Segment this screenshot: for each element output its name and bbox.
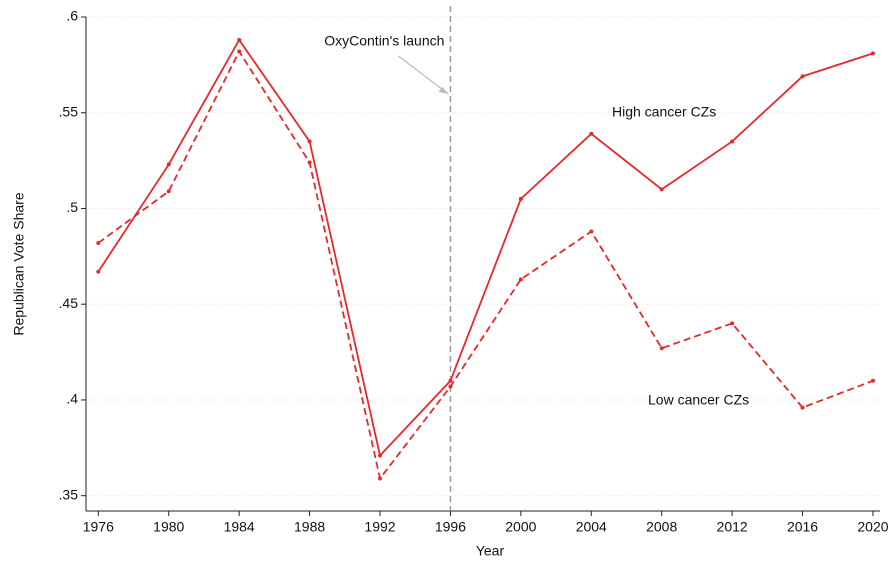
x-tick-label: 1988	[294, 519, 325, 535]
x-tick-label: 1996	[435, 519, 466, 535]
y-tick-label: .35	[59, 486, 79, 502]
x-tick-label: 2020	[857, 519, 888, 535]
point	[96, 269, 101, 274]
point	[166, 162, 171, 167]
y-tick-label: .45	[59, 295, 79, 311]
point	[589, 229, 594, 234]
x-tick-label: 2016	[787, 519, 818, 535]
y-tick-label: .4	[66, 391, 78, 407]
point	[518, 277, 523, 282]
point	[378, 453, 383, 458]
series-line	[97, 38, 874, 458]
series-label: High cancer CZs	[612, 104, 716, 120]
point	[237, 37, 242, 42]
y-tick-label: .5	[66, 199, 78, 215]
x-tick-label: 1980	[153, 519, 184, 535]
y-tick-label: .55	[59, 103, 79, 119]
point	[166, 189, 171, 194]
point	[730, 321, 735, 326]
annotation-arrowhead	[438, 87, 449, 94]
x-tick-label: 2008	[646, 519, 677, 535]
point	[307, 160, 312, 165]
point	[589, 131, 594, 136]
point	[870, 51, 875, 56]
x-axis-title: Year	[476, 543, 505, 559]
point	[800, 74, 805, 79]
point	[96, 240, 101, 245]
point	[237, 49, 242, 54]
point	[307, 139, 312, 144]
point	[870, 378, 875, 383]
point	[659, 346, 664, 351]
x-tick-label: 1984	[224, 519, 255, 535]
series-line	[97, 49, 874, 481]
x-tick-label: 2004	[576, 519, 607, 535]
annotation-arrow	[398, 55, 449, 95]
point	[518, 196, 523, 201]
annotation-text: OxyContin's launch	[324, 33, 444, 49]
point	[448, 378, 453, 383]
x-tick-label: 1992	[364, 519, 395, 535]
point	[378, 476, 383, 481]
y-axis-title: Republican Vote Share	[11, 192, 27, 335]
x-tick-label: 2000	[505, 519, 536, 535]
x-tick-label: 1976	[83, 519, 114, 535]
series-label: Low cancer CZs	[648, 392, 749, 408]
point	[448, 384, 453, 389]
point	[659, 187, 664, 192]
y-tick-label: .6	[66, 8, 78, 24]
point	[730, 139, 735, 144]
x-tick-label: 2012	[717, 519, 748, 535]
point	[800, 405, 805, 410]
